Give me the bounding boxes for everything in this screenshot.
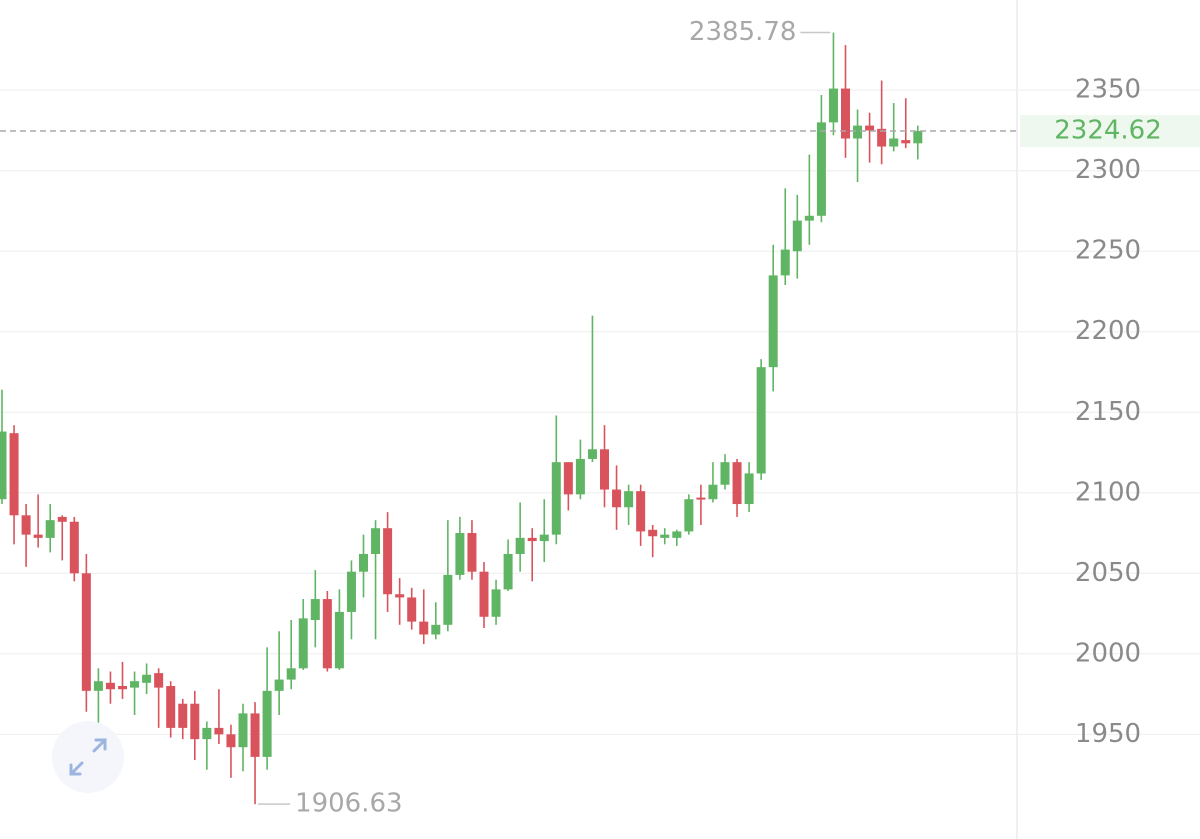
candle-body	[118, 686, 127, 690]
expand-button[interactable]	[52, 721, 124, 793]
candle-body	[612, 489, 622, 508]
candle-body	[202, 727, 212, 740]
candle-body	[877, 128, 887, 147]
candle-body	[660, 534, 670, 538]
last-price-box	[1020, 115, 1200, 148]
y-tick-label: 2050	[1075, 558, 1141, 588]
candle-body	[93, 681, 103, 691]
y-tick-label: 2150	[1075, 397, 1141, 427]
candle-body	[804, 215, 814, 221]
candle-body	[600, 449, 609, 490]
high-label: 2385.78	[689, 17, 797, 47]
candle-body	[395, 594, 405, 598]
candle-body	[226, 734, 236, 748]
candle-body	[154, 673, 164, 688]
candle-body	[262, 690, 272, 757]
candle-body	[491, 589, 501, 617]
candle-body	[913, 131, 923, 144]
candle-body	[298, 618, 308, 669]
grid: 1950 2000 2050 2100 2150 2200 2250 2300 2350	[0, 75, 1200, 749]
candle-body	[274, 679, 284, 691]
candle-body	[503, 553, 513, 590]
candle-body	[853, 125, 863, 139]
candle-body	[69, 521, 79, 574]
candle-body	[334, 611, 344, 669]
candle-body	[768, 275, 778, 368]
candle-body	[45, 520, 55, 538]
candle-body	[624, 491, 634, 508]
candle-body	[190, 703, 200, 740]
candle-body	[828, 88, 838, 123]
candle-body	[310, 599, 320, 620]
candle-body	[792, 220, 802, 252]
last-price-label: 2324.62	[1054, 116, 1162, 146]
candle-body	[21, 515, 31, 535]
candle-body	[841, 88, 850, 139]
candle-body	[105, 682, 115, 690]
candle-body	[515, 537, 525, 554]
candle-body	[756, 367, 766, 474]
low-label: 1906.63	[295, 789, 403, 819]
candle-body	[419, 621, 429, 635]
candle-body	[57, 516, 67, 522]
candle-body	[371, 528, 381, 554]
candle-body	[889, 138, 899, 147]
candle-body	[383, 528, 393, 595]
candle-body	[744, 473, 754, 505]
candle-body	[238, 713, 248, 748]
candle-body	[684, 499, 694, 532]
candle-body	[479, 571, 489, 617]
candle-body	[33, 534, 43, 538]
candle-body	[720, 462, 730, 485]
candle-body	[708, 484, 718, 500]
candle-body	[214, 727, 224, 735]
candle-body	[563, 462, 573, 495]
candle-body	[780, 249, 790, 276]
candle-body	[648, 529, 658, 537]
y-tick-label: 2000	[1075, 638, 1141, 668]
y-tick-label: 2350	[1075, 75, 1141, 105]
overlay: 2385.78 1906.63 2324.62	[0, 17, 1200, 819]
candle-body	[286, 668, 296, 680]
candle-body	[0, 431, 7, 500]
candle-body	[322, 599, 332, 669]
candle-body	[901, 140, 911, 144]
candle-body	[455, 533, 465, 575]
candle-body	[696, 497, 706, 500]
candle-body	[81, 573, 91, 691]
candle-body	[575, 458, 585, 495]
candle-body	[250, 713, 260, 757]
y-tick-label: 1950	[1075, 719, 1141, 749]
candles	[0, 32, 923, 805]
candle-body	[732, 462, 742, 505]
candle-body	[636, 491, 646, 532]
candle-body	[431, 624, 441, 635]
candle-body	[672, 531, 682, 538]
candle-body	[178, 703, 188, 728]
candle-body	[443, 574, 453, 625]
candle-body	[551, 462, 561, 535]
y-tick-label: 2250	[1075, 236, 1141, 266]
candle-body	[527, 537, 537, 542]
candle-body	[346, 571, 356, 612]
candle-body	[166, 686, 176, 728]
candle-body	[467, 533, 477, 572]
candle-body	[407, 597, 417, 622]
candle-body	[865, 125, 875, 131]
candle-body	[9, 433, 19, 516]
candle-body	[142, 674, 152, 683]
candle-body	[359, 553, 368, 572]
candle-body	[539, 534, 549, 542]
y-tick-label: 2300	[1075, 155, 1141, 185]
candle-body	[587, 449, 597, 459]
candle-body	[130, 681, 140, 688]
y-tick-label: 2200	[1075, 316, 1141, 346]
candle-body	[816, 122, 826, 216]
y-tick-label: 2100	[1075, 477, 1141, 507]
